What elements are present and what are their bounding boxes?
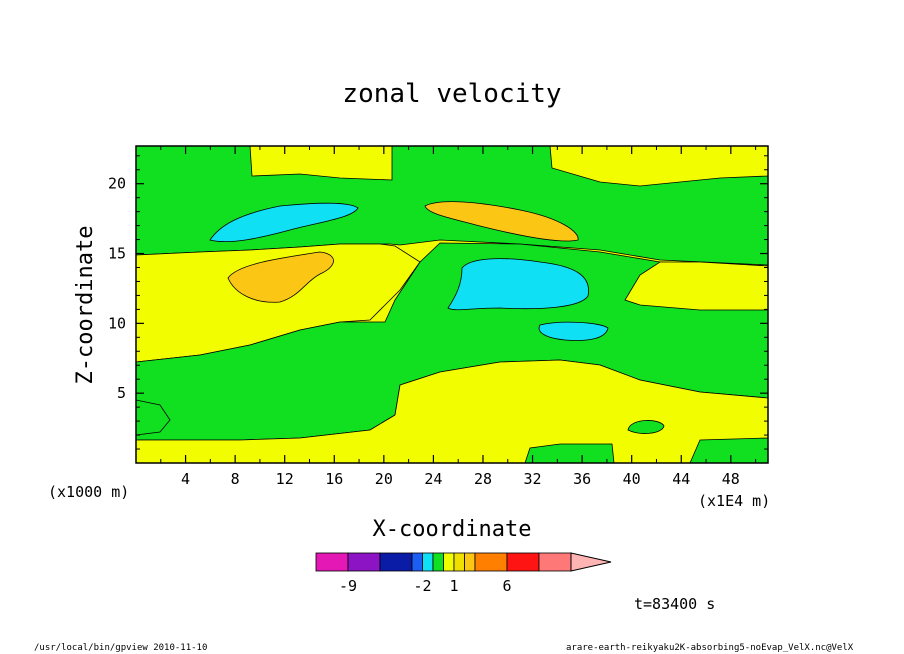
colorbar-tick-label: 6 (502, 577, 511, 595)
colorbar-cell (506, 552, 540, 572)
region-cyan-center (447, 258, 589, 311)
colorbar-cell (347, 552, 381, 572)
region-cyan-left (209, 202, 359, 243)
region-bottom-right-green (689, 437, 768, 463)
x-tick-label: 8 (231, 470, 240, 488)
plot-frame (135, 145, 769, 464)
colorbar-cell (411, 552, 423, 572)
colorbar-cell (538, 552, 572, 572)
colorbar-cell (422, 552, 434, 572)
x-tick-label: 32 (524, 470, 542, 488)
x-tick-label: 4 (181, 470, 190, 488)
colorbar-arrow (570, 552, 612, 572)
region-small-green (627, 420, 665, 434)
colorbar-tick-label: 1 (449, 577, 458, 595)
colorbar-labels: -9 -2 1 6 (339, 577, 512, 595)
colorbar-cell (443, 552, 455, 572)
region-bottom-green (524, 443, 615, 463)
colorbar-tick-label: -2 (413, 577, 431, 595)
x-tick-label: 28 (474, 470, 492, 488)
footer-right: arare-earth-reikyaku2K-absorbing5-noEvap… (566, 643, 854, 653)
plot-area (135, 145, 769, 464)
x-tick-label: 40 (623, 470, 641, 488)
y-scale-note: (x1000 m) (48, 483, 129, 501)
y-tick-label: 5 (117, 384, 126, 402)
x-tick-label: 20 (375, 470, 393, 488)
time-annotation: t=83400 s (634, 595, 715, 613)
region-bottom-yellow (136, 359, 768, 463)
colorbar (315, 552, 612, 572)
region-left-green (136, 399, 171, 436)
colorbar-cell (464, 552, 476, 572)
x-tick-label: 48 (722, 470, 740, 488)
colorbar-cell (453, 552, 465, 572)
x-axis: 4 8 12 16 20 24 28 32 36 40 44 48 (160, 146, 757, 488)
x-tick-label: 12 (276, 470, 294, 488)
y-tick-label: 20 (108, 175, 126, 193)
x-tick-label: 24 (424, 470, 442, 488)
y-axis-label: Z-coordinate (73, 226, 98, 385)
x-tick-label: 16 (325, 470, 343, 488)
x-tick-label: 44 (672, 470, 690, 488)
x-axis-label: X-coordinate (373, 517, 532, 542)
colorbar-cell (379, 552, 413, 572)
x-tick-label: 36 (573, 470, 591, 488)
colorbar-cell (315, 552, 349, 572)
region-orange-left (227, 251, 334, 303)
region-cyan-small (538, 321, 609, 341)
colorbar-tick-label: -9 (339, 577, 357, 595)
colorbar-cell (432, 552, 444, 572)
colorbar-cell (474, 552, 508, 572)
x-scale-note: (x1E4 m) (698, 492, 770, 510)
region-right-yellow (624, 261, 768, 311)
y-tick-label: 10 (108, 314, 126, 332)
region-orange-center (424, 201, 579, 242)
y-tick-label: 15 (108, 245, 126, 263)
footer-left: /usr/local/bin/gpview 2010-11-10 (34, 643, 207, 653)
y-axis: 5 10 15 20 (108, 155, 768, 450)
chart-title: zonal velocity (342, 79, 561, 109)
